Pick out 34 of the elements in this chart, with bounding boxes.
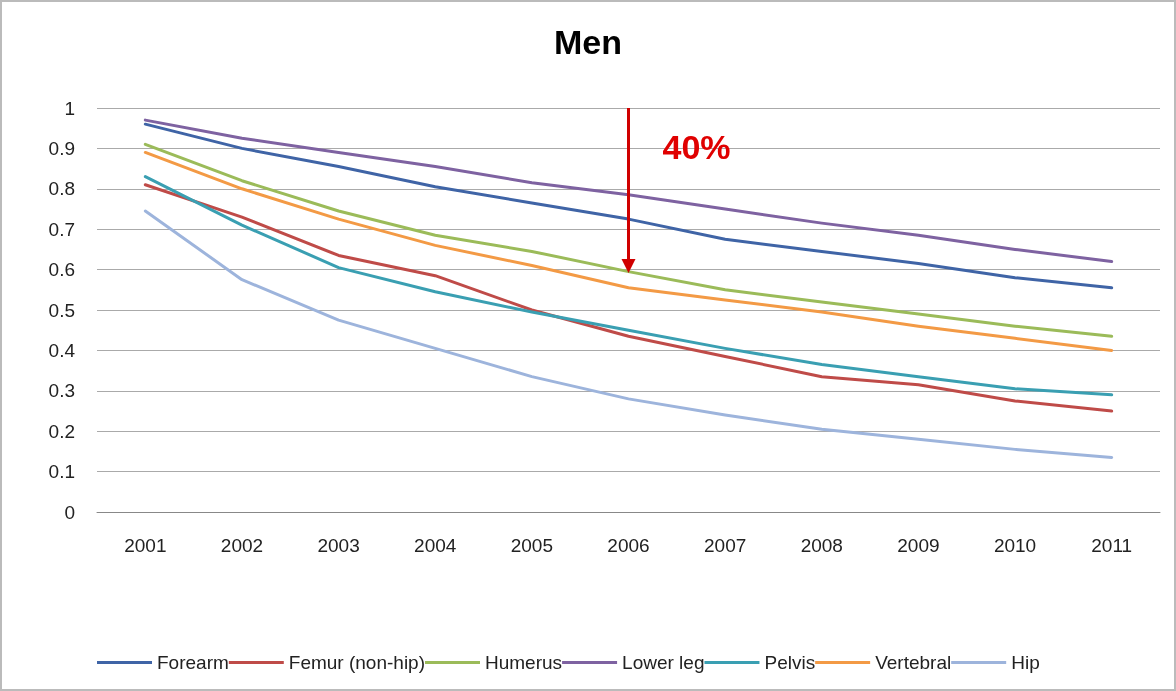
y-tick-label: 0.4 [48,339,76,361]
x-tick-label: 2009 [897,535,940,556]
y-tick-label: 0 [64,501,75,523]
y-tick-label: 0.7 [48,218,75,240]
x-tick-label: 2002 [220,535,264,556]
legend-label: Lower leg [622,652,705,673]
line-series [143,122,1114,290]
legend-label: Pelvis [764,652,816,673]
y-tick-label: 0.3 [48,380,75,402]
x-tick-label: 2003 [317,535,360,556]
annotation: 40% [662,128,731,167]
y-tick-label: 1 [64,97,75,119]
x-tick-label: 2005 [510,535,553,556]
x-tick-label: 2011 [1091,535,1133,556]
x-tick-label: 2007 [704,535,747,556]
legend-label: Vertebral [875,652,952,673]
line-series [143,209,1114,459]
x-tick-label: 2008 [800,535,843,556]
x-tick-label: 2001 [124,535,167,556]
legend-label: Humerus [485,652,563,673]
legend-label: Forearm [157,652,229,673]
y-tick-label: 0.2 [48,420,75,442]
legend-label: Femur (non-hip) [288,652,426,673]
y-tick-label: 0.9 [48,137,75,159]
x-tick-label: 2010 [993,535,1037,556]
x-tick-label: 2006 [607,535,650,556]
x-tick-label: 2004 [414,535,457,556]
line-series [143,118,1114,264]
chart-title: Men [554,23,622,61]
y-tick-label: 0.1 [48,461,75,483]
y-tick-label: 0.8 [48,178,75,200]
y-tick-label: 0.6 [48,259,75,281]
y-tick-label: 0.5 [48,299,75,321]
legend-label: Hip [1011,652,1040,673]
